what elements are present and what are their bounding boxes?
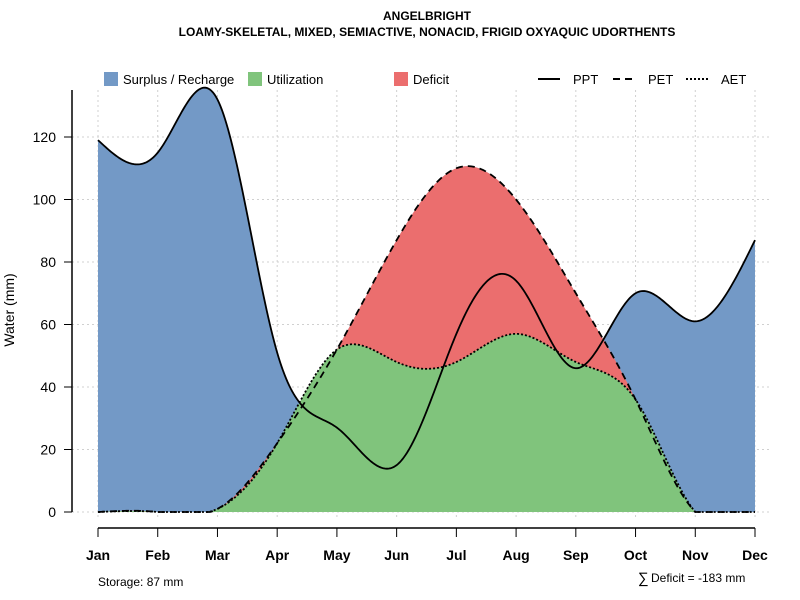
- x-tick-label-oct: Oct: [624, 547, 648, 563]
- deficit-note: Deficit = -183 mm: [651, 571, 745, 585]
- storage-note: Storage: 87 mm: [98, 575, 183, 589]
- x-tick-label-may: May: [323, 547, 350, 563]
- x-tick-label-apr: Apr: [265, 547, 290, 563]
- x-tick-label-jul: Jul: [446, 547, 466, 563]
- legend-swatch-surplus-recharge: [104, 72, 118, 86]
- x-tick-label-nov: Nov: [682, 547, 709, 563]
- legend-swatch-deficit: [394, 72, 408, 86]
- legend-label-aet: AET: [721, 72, 746, 87]
- y-tick-label-20: 20: [40, 442, 56, 458]
- y-tick-label-0: 0: [48, 504, 56, 520]
- x-tick-label-aug: Aug: [502, 547, 529, 563]
- legend-label-ppt: PPT: [573, 72, 598, 87]
- x-tick-label-sep: Sep: [563, 547, 589, 563]
- y-axis-label: Water (mm): [1, 273, 17, 346]
- legend-label-utilization: Utilization: [267, 72, 323, 87]
- chart-title: ANGELBRIGHT: [383, 9, 472, 23]
- aet-line: [97, 332, 755, 513]
- ppt-line: [97, 86, 756, 470]
- chart-subtitle: LOAMY-SKELETAL, MIXED, SEMIACTIVE, NONAC…: [179, 25, 676, 39]
- x-tick-label-mar: Mar: [205, 547, 230, 563]
- y-tick-label-100: 100: [33, 192, 57, 208]
- x-tick-label-jan: Jan: [86, 547, 110, 563]
- y-tick-label-80: 80: [40, 254, 56, 270]
- y-tick-label-120: 120: [33, 129, 57, 145]
- legend-swatch-utilization: [248, 72, 262, 86]
- legend-label-surplus-recharge: Surplus / Recharge: [123, 72, 234, 87]
- x-tick-label-feb: Feb: [145, 547, 170, 563]
- sum-symbol: ∑: [638, 570, 649, 587]
- y-tick-label-40: 40: [40, 379, 56, 395]
- legend-label-pet: PET: [648, 72, 673, 87]
- x-tick-label-dec: Dec: [742, 547, 768, 563]
- x-tick-label-jun: Jun: [384, 547, 409, 563]
- y-tick-label-60: 60: [40, 317, 56, 333]
- legend-label-deficit: Deficit: [413, 72, 450, 87]
